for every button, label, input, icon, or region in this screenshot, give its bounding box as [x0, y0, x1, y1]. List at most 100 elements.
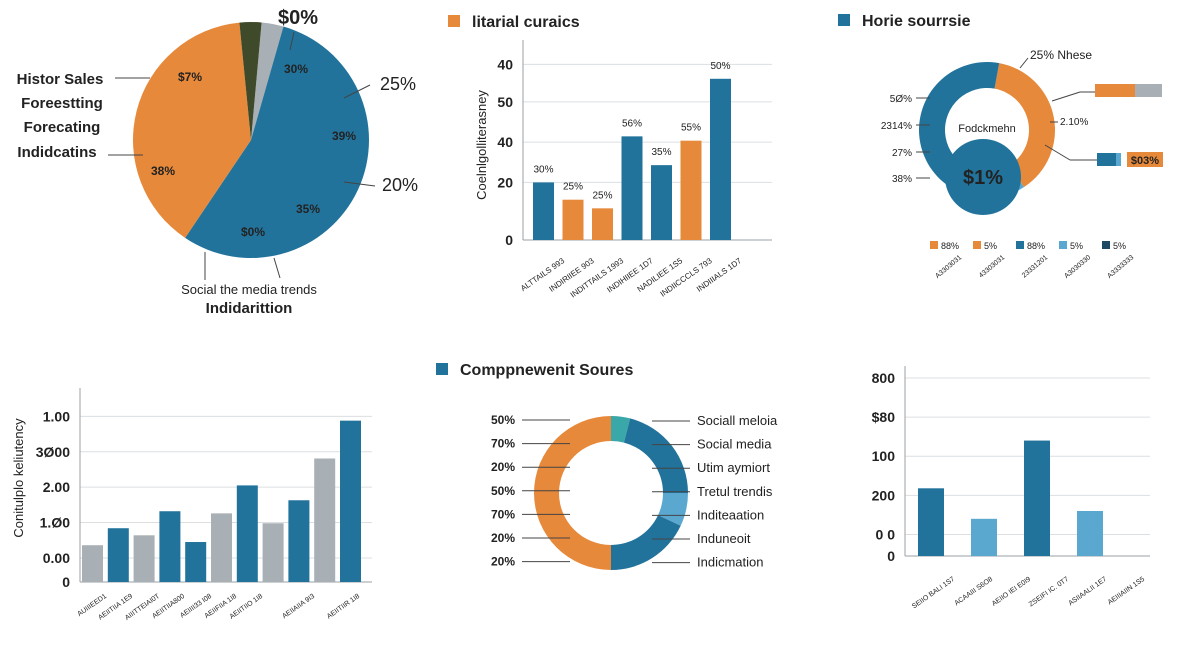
- slice-label: 20%: [491, 531, 515, 545]
- slice: [534, 416, 611, 570]
- category-label: Sociall meloia: [697, 413, 778, 428]
- category-label: Social media: [697, 437, 772, 452]
- category-label: Forecating: [24, 119, 101, 136]
- x-tick-label: A3333333: [1106, 254, 1135, 280]
- bar: [651, 165, 672, 240]
- leader-line: [289, 31, 295, 51]
- slice: [919, 62, 1009, 198]
- slice: [611, 416, 631, 443]
- category-label: Induneoit: [697, 531, 751, 546]
- y-tick-label: 50: [497, 94, 513, 110]
- y-tick-label: 3Ø00: [36, 444, 70, 460]
- leader-line: [273, 257, 281, 279]
- slice-label: 39%: [332, 129, 356, 143]
- y-tick-label: 1.Ø0: [40, 515, 71, 531]
- mini-bar: [1095, 84, 1135, 97]
- bar: [533, 182, 554, 240]
- slice-label: 35%: [296, 202, 320, 216]
- leader-line: [1044, 144, 1071, 161]
- legend-swatch: [1016, 241, 1024, 249]
- x-tick-label: INDITTAILS 1993: [569, 256, 626, 300]
- y-tick-label: 800: [872, 370, 896, 386]
- slice: [251, 22, 284, 140]
- slice: [623, 418, 688, 493]
- leader-line: [343, 84, 371, 99]
- slice: [185, 26, 369, 259]
- mini-bar: [1116, 153, 1121, 166]
- legend-square-icon: [838, 14, 850, 26]
- x-tick-label: ASIIAALII 1E7: [1067, 576, 1108, 607]
- slice-callout: 20%: [382, 175, 418, 195]
- slice-label: 5Ø%: [890, 94, 912, 105]
- legend-swatch: [930, 241, 938, 249]
- data-label: 25%: [592, 190, 612, 201]
- data-label: 55%: [681, 123, 701, 134]
- leader-line: [1051, 91, 1081, 102]
- leader-line: [343, 181, 376, 187]
- legend-swatch: [1102, 241, 1110, 249]
- y-tick-label: 2.00: [43, 479, 70, 495]
- data-label: 56%: [622, 118, 642, 129]
- category-label: Social the media trends: [181, 282, 317, 297]
- category-label: Indidarittion: [206, 300, 293, 317]
- slice-label: $0%: [241, 225, 265, 239]
- x-tick-label: AEIITIIR 1I8: [326, 593, 361, 621]
- x-tick-label: ZSEIFI IC. 0T7: [1028, 576, 1070, 609]
- x-tick-label: A3030330: [1063, 254, 1092, 280]
- bar: [107, 528, 129, 582]
- data-label: 50%: [710, 61, 730, 72]
- y-tick-label: 20: [497, 174, 513, 190]
- y-axis-title: Coelnlgolliterasney: [474, 90, 489, 200]
- legend-square-icon: [448, 15, 460, 27]
- legend-label: 88%: [1027, 241, 1045, 251]
- legend-swatch: [1059, 241, 1067, 249]
- y-tick-label: 0.00: [43, 550, 70, 566]
- slice-callout: 25%: [380, 74, 416, 94]
- legend-square-icon: [436, 363, 448, 375]
- x-tick-label: AEIIAIIA 9I3: [281, 593, 316, 620]
- data-label: 30%: [533, 164, 553, 175]
- y-tick-label: 0: [887, 548, 895, 564]
- y-axis-title: Conitulplo keliutency: [11, 418, 26, 538]
- x-tick-label: AEIIIAIIN 1S5: [1107, 576, 1146, 607]
- bar: [314, 458, 336, 582]
- bar: [592, 208, 613, 240]
- bubble-label: $1%: [963, 167, 1003, 189]
- slice-label: 20%: [491, 555, 515, 569]
- data-label: 35%: [651, 147, 671, 158]
- bar: [971, 518, 997, 556]
- x-tick-label: A3303031: [934, 254, 963, 280]
- category-label: Tretul trendis: [697, 484, 773, 499]
- slice-label: 50%: [491, 413, 515, 427]
- donut-chart-horie: Horie sourrsie Fodckmehn $1% 5Ø% 2314% 27% 38%…: [838, 13, 1163, 280]
- slice: [658, 493, 688, 526]
- slice-label: 2.10%: [1060, 117, 1088, 128]
- bar: [710, 78, 731, 241]
- slice-label: 27%: [892, 148, 912, 159]
- y-tick-label: 100: [872, 448, 896, 464]
- x-tick-label: AEIIO IEI E0I9: [991, 576, 1032, 608]
- bar: [288, 500, 310, 582]
- y-tick-label: $80: [872, 409, 896, 425]
- y-tick-label: 0: [62, 574, 70, 590]
- slice: [611, 515, 681, 570]
- category-label: Histor Sales: [17, 71, 104, 88]
- mini-bar: [1135, 84, 1162, 97]
- slice-label: $7%: [178, 70, 202, 84]
- bar: [1024, 440, 1050, 556]
- slice-label: 20%: [491, 460, 515, 474]
- chart-title: Horie sourrsie: [862, 13, 971, 30]
- donut-center-label: Fodckmehn: [958, 123, 1015, 135]
- bar: [680, 140, 702, 240]
- data-label: 25%: [563, 182, 583, 193]
- slice-label: 70%: [491, 507, 515, 521]
- y-tick-label: 1.00: [43, 408, 70, 424]
- category-label: Inditeaation: [697, 507, 764, 522]
- y-tick-label: 40: [497, 134, 513, 150]
- mini-bar: [1097, 153, 1116, 166]
- slice: [239, 22, 262, 140]
- x-tick-label: INDIICCCLS 793: [659, 256, 715, 299]
- pie-chart-sales: 30% 39% 35% $0% $7% 38% $0% 25% 20% Histor Sales F…: [17, 7, 418, 317]
- callout-badge: [1127, 152, 1163, 167]
